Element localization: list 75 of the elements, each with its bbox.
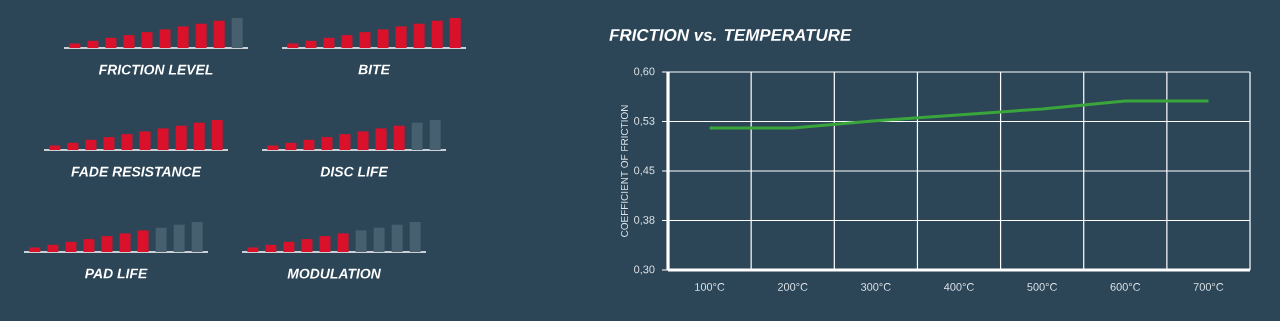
bar: [157, 128, 169, 150]
bar: [409, 222, 421, 252]
x-tick-label: 300°C: [860, 283, 891, 291]
bar: [119, 233, 131, 252]
bar: [137, 230, 149, 252]
bar: [105, 37, 117, 48]
x-axis-title: BITE: [358, 64, 391, 75]
bar: [337, 233, 349, 252]
bar: [321, 137, 333, 150]
bar: [449, 18, 461, 48]
bar: [429, 120, 441, 150]
x-axis-title: FADE RESISTANCE: [71, 166, 202, 177]
bar: [359, 32, 371, 48]
y-tick-label: 0,53: [634, 116, 655, 127]
bar: [155, 227, 167, 252]
bar: [341, 35, 353, 48]
bar: [413, 23, 425, 48]
x-axis-title: FRICTION LEVEL: [98, 64, 213, 75]
bar: [47, 244, 59, 252]
bar: [265, 244, 277, 252]
y-axis-title: COEFFICIENT OF FRICTION: [620, 105, 628, 237]
bar: [393, 125, 405, 150]
bar: [285, 142, 297, 150]
bar: [83, 239, 95, 252]
x-tick-label: 700°C: [1193, 283, 1224, 291]
bar: [195, 23, 207, 48]
y-tick-label: 0,60: [634, 67, 655, 77]
bar: [139, 131, 151, 150]
bar: [159, 29, 171, 48]
x-axis-title: PAD LIFE: [85, 268, 148, 279]
bar: [431, 20, 443, 48]
bar: [231, 18, 243, 48]
x-tick-label: 600°C: [1110, 283, 1141, 291]
bar: [357, 131, 369, 150]
x-tick-label: 200°C: [778, 283, 808, 291]
bar: [211, 120, 223, 150]
bar: [85, 139, 97, 150]
bar: [49, 145, 61, 150]
y-tick-label: 0,45: [634, 166, 655, 176]
bar: [103, 137, 115, 150]
bar: [283, 241, 295, 252]
bar: [191, 222, 203, 252]
bar: [123, 35, 135, 48]
bar: [193, 122, 205, 150]
bar: [67, 142, 79, 150]
bar: [319, 236, 331, 252]
bar: [177, 26, 189, 48]
bar: [339, 134, 351, 150]
x-tick-label: 400°C: [943, 283, 974, 291]
bar: [301, 239, 313, 252]
x-axis-title: DISC LIFE: [320, 166, 389, 177]
bar: [141, 32, 153, 48]
bar: [323, 37, 335, 48]
bar: [375, 128, 387, 150]
chart-title: FRICTION vs. TEMPERATURE: [609, 29, 852, 41]
bar: [355, 230, 367, 252]
bar: [391, 224, 403, 252]
bar: [411, 122, 423, 150]
bar: [303, 139, 315, 150]
bar: [377, 29, 389, 48]
x-axis-title: MODULATION: [287, 268, 382, 279]
bar: [101, 236, 113, 252]
x-tick-label: 500°C: [1027, 283, 1058, 291]
y-tick-label: 0,38: [634, 215, 655, 226]
bar: [305, 40, 317, 48]
y-tick-label: 0,30: [634, 265, 655, 275]
x-tick-label: 100°C: [695, 283, 725, 291]
bar: [395, 26, 407, 48]
bar: [373, 227, 385, 252]
bar: [213, 20, 225, 48]
bar: [65, 241, 77, 252]
bar: [121, 134, 133, 150]
bar: [175, 125, 187, 150]
bar: [87, 40, 99, 48]
bar: [173, 224, 185, 252]
